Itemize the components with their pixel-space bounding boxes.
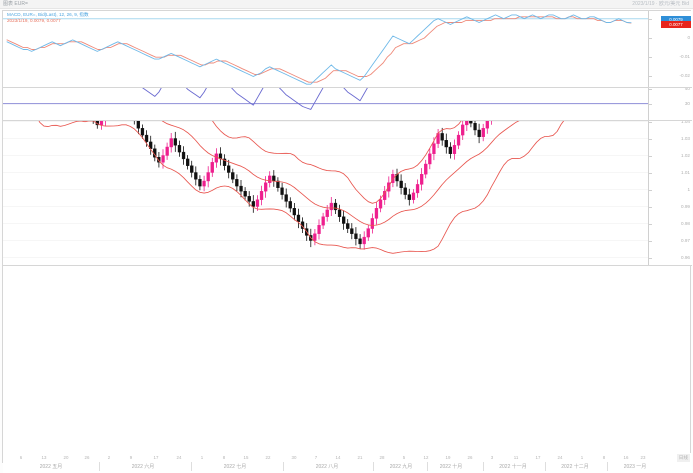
date-day-tick: 16 [623,455,629,460]
axis-tick-mark [649,138,652,140]
date-month-label: 2022 十月 [439,464,463,470]
date-day-tick: 21 [357,455,363,460]
date-day-tick: 8 [222,455,226,460]
date-day-tick: 17 [535,455,541,460]
macd-pane[interactable]: MACD, EUR=, Bid(Last), 12, 26, 9, 指数 202… [3,11,692,88]
date-month-label: 2022 九月 [389,464,413,470]
axis-tick-mark [649,257,652,259]
date-day-tick: 9 [129,455,133,460]
axis-tick-mark [649,18,652,20]
date-month-label: 2023 一月 [623,464,647,470]
axis-tick-label: -0.01 [679,54,690,60]
axis-tick-label: 1.01 [681,169,690,175]
date-separator [545,462,546,471]
axis-tick-label: 1 [687,186,690,192]
date-day-tick: 3 [490,455,494,460]
date-axis-pane[interactable]: 6 13 20 26 2 9 17 24 1 8 15 22 30 7 14 21 28 5 12 19 26 3 11 17… [3,453,692,473]
axis-tick-label: 0 [687,34,690,40]
axis-tick-label: 30 [684,100,690,106]
date-month-label: 2022 八月 [315,464,339,470]
axis-tick-label: 1.03 [681,135,690,141]
date-day-tick: 22 [265,455,271,460]
window-titlebar: 图表 EUR= 2023/1/19 · 欧元/美元 Bid [0,0,693,9]
axis-tick-label: 40 [684,86,690,92]
date-day-tick: 15 [243,455,249,460]
date-day-tick: 30 [291,455,297,460]
axis-tick-label: 0.96 [681,254,690,260]
date-day-tick: 24 [176,455,182,460]
axis-tick-mark [649,76,652,78]
date-day-tick: 6 [19,455,23,460]
date-separator [483,462,484,471]
axis-tick-mark [649,206,652,208]
date-day-tick: 11 [513,455,519,460]
window-title-left: 图表 EUR= [3,1,28,7]
date-month-label: 2022 五月 [39,464,63,470]
axis-tick-mark [649,223,652,225]
macd-plot-area[interactable]: MACD, EUR=, Bid(Last), 12, 26, 9, 指数 202… [3,11,649,87]
window-title-right: 2023/1/19 · 欧元/美元 Bid [632,1,689,7]
axis-tick-mark [649,121,652,123]
axis-tick-mark [649,103,652,105]
date-day-tick: 26 [467,455,473,460]
date-day-tick: 28 [379,455,385,460]
axis-tick-mark [649,172,652,174]
axis-tick-label: 0.97 [681,237,690,243]
date-day-tick: 14 [335,455,341,460]
date-separator [191,462,192,471]
axis-tick-label: 1.04 [681,118,690,124]
macd-legend-line-0: MACD, EUR=, Bid(Last), 12, 26, 9, 指数 [7,12,89,17]
axis-value-tag[interactable]: 0.0077 [661,21,691,29]
axis-tick-label: -0.02 [679,73,690,79]
date-separator [99,462,100,471]
axis-tick-label: 0.99 [681,203,690,209]
axis-tick-label: 0.98 [681,220,690,226]
date-separator [373,462,374,471]
interval-label[interactable]: 日线 [676,454,690,462]
date-separator [283,462,284,471]
date-day-tick: 23 [640,455,646,460]
chart-frame: Cndl, EUR=, Bid 2023/1/19, 1.0798, 1.079… [2,10,692,473]
date-month-label: 2022 十二月 [561,464,589,470]
axis-value-tag[interactable]: 0.0079 [661,15,691,23]
date-day-tick: 24 [557,455,563,460]
macd-line-svg [3,14,648,85]
axis-tick-mark [649,89,652,91]
date-month-label: 2022 十一月 [499,464,527,470]
date-day-tick: 13 [41,455,47,460]
date-separator [427,462,428,471]
date-day-tick: 12 [423,455,429,460]
date-day-tick: 26 [84,455,90,460]
axis-tick-mark [649,37,652,39]
date-axis[interactable]: 6 13 20 26 2 9 17 24 1 8 15 22 30 7 14 21 28 5 12 19 26 3 11 17… [3,453,649,473]
axis-tick-mark [649,155,652,157]
date-day-tick: 1 [200,455,204,460]
date-day-tick: 5 [402,455,406,460]
date-day-tick: 7 [314,455,318,460]
date-day-tick: 20 [63,455,69,460]
date-day-tick: 17 [153,455,159,460]
date-day-tick: 1 [580,455,584,460]
axis-tick-label: 1.02 [681,152,690,158]
macd-legend-line-1: 2023/1/19, 0.0079, 0.0077 [7,18,61,24]
axis-tick-mark [649,240,652,242]
date-month-label: 2022 六月 [131,464,155,470]
axis-tick-mark [649,57,652,59]
axis-tick-mark [649,189,652,191]
macd-legend: MACD, EUR=, Bid(Last), 12, 26, 9, 指数 202… [7,12,89,25]
date-day-tick: 19 [445,455,451,460]
date-separator [607,462,608,471]
date-day-tick: 2 [107,455,111,460]
date-month-label: 2022 七月 [223,464,247,470]
date-day-tick: 8 [602,455,606,460]
